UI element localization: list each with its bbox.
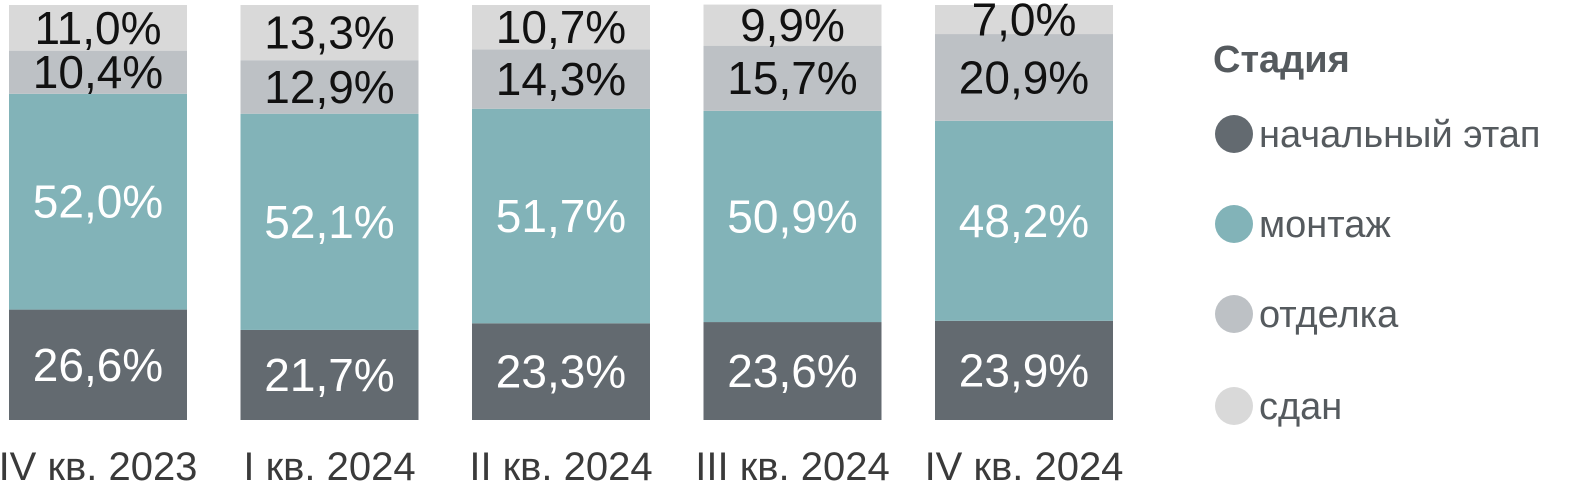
bar-stack: 26,6% 52,0% 10,4%11,0%: [9, 2, 187, 420]
bar-stack: 23,3% 51,7% 14,3%10,7%: [472, 1, 650, 420]
bar-segment: [935, 320, 1113, 420]
bar-segment: [472, 323, 650, 420]
legend-swatch: [1215, 387, 1253, 425]
bar-stack: 21,7% 52,1% 12,9%13,3%: [240, 5, 419, 420]
category-label: I кв. 2024: [243, 445, 415, 489]
legend-item: монтаж: [1215, 204, 1391, 246]
bar-segment: [9, 309, 187, 420]
data-label: 10,7%: [496, 1, 626, 53]
bar-segment: [472, 108, 650, 324]
legend-swatch: [1215, 295, 1253, 333]
bar-segment: [935, 34, 1113, 121]
bar-stack: 23,9% 48,2% 20,9% 7,0%: [935, 0, 1113, 420]
data-label: 12,9%: [264, 61, 394, 113]
data-label: 7,0%: [972, 0, 1077, 46]
data-label: 52,1%: [264, 196, 394, 248]
category-label: IV кв. 2024: [925, 445, 1124, 489]
category-label: II кв. 2024: [469, 445, 652, 489]
legend-item: начальный этап: [1215, 114, 1541, 156]
data-label: 23,6%: [727, 345, 857, 397]
data-label: 11,0%: [34, 2, 161, 54]
data-label: 26,6%: [33, 339, 163, 391]
data-label: 14,3%: [496, 53, 626, 105]
data-label: 48,2%: [959, 195, 1089, 247]
data-label: 23,3%: [496, 346, 626, 398]
bar-segment: [240, 60, 419, 114]
bar-segment: [9, 5, 187, 51]
category-label: III кв. 2024: [695, 445, 889, 489]
bar-segment: [240, 113, 419, 330]
data-label: 13,3%: [264, 7, 394, 59]
bar-segment: [9, 50, 187, 94]
legend-item: сдан: [1215, 386, 1342, 428]
data-label: 10,4%: [33, 46, 163, 98]
data-label: 50,9%: [727, 190, 857, 242]
data-label: 23,9%: [959, 344, 1089, 396]
legend-title: Стадия: [1213, 39, 1350, 81]
data-label: 9,9%: [740, 0, 845, 51]
category-label: IV кв. 2023: [0, 445, 197, 489]
bar-segment: [935, 120, 1113, 321]
legend-item: отделка: [1215, 294, 1399, 336]
bar-segment: [240, 329, 419, 420]
bar-segment: [703, 4, 882, 46]
data-label: 51,7%: [496, 190, 626, 242]
data-label: 20,9%: [959, 51, 1089, 103]
data-label: 52,0%: [33, 176, 163, 228]
data-label: 15,7%: [727, 52, 857, 104]
bar-segment: [472, 49, 650, 109]
legend-label: сдан: [1259, 386, 1342, 428]
bar-segment: [9, 93, 187, 310]
bar-segment: [703, 110, 882, 323]
legend-label: отделка: [1259, 294, 1399, 336]
data-label: 21,7%: [264, 349, 394, 401]
bar-segment: [935, 5, 1113, 35]
bar-stack: 23,6% 50,9% 15,7%9,9%: [703, 0, 882, 420]
legend-label: начальный этап: [1259, 114, 1541, 156]
legend-label: монтаж: [1259, 204, 1391, 246]
legend: Стадия начальный этап монтаж отделка сдан: [1213, 39, 1541, 428]
legend-swatch: [1215, 205, 1253, 243]
bar-segment: [472, 5, 650, 50]
bar-segment: [240, 5, 419, 61]
bar-segment: [703, 45, 882, 111]
legend-swatch: [1215, 115, 1253, 153]
bar-segment: [703, 322, 882, 420]
